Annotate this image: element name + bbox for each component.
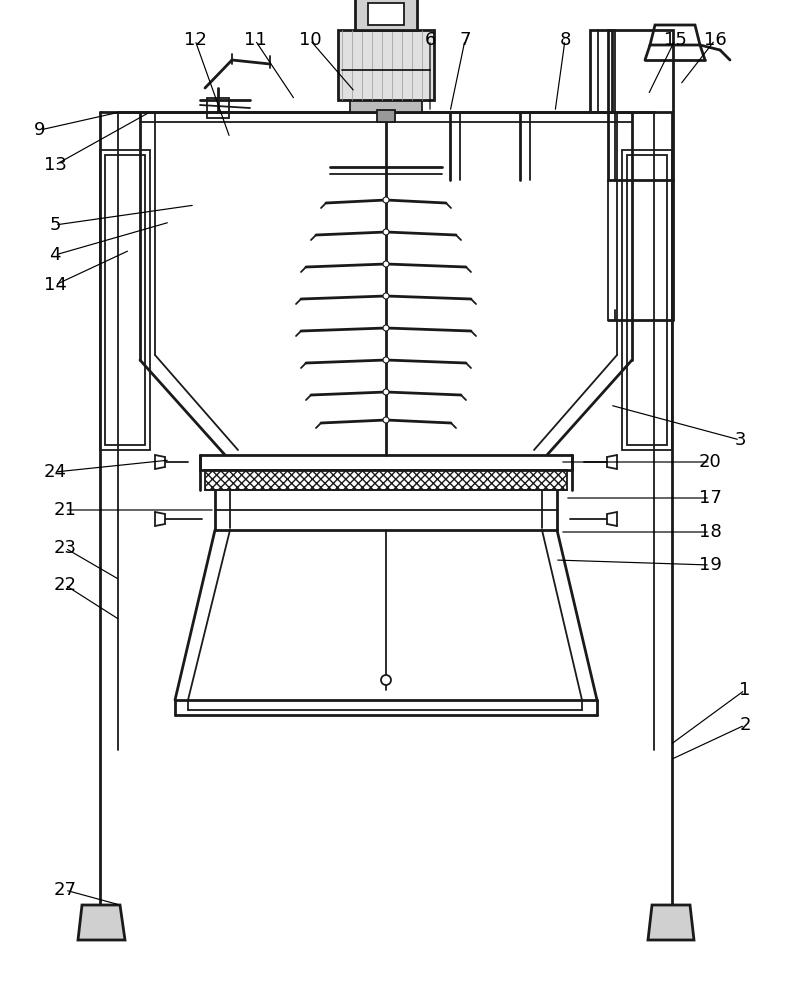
Text: 18: 18 bbox=[697, 523, 720, 541]
Circle shape bbox=[380, 675, 391, 685]
Text: 2: 2 bbox=[738, 716, 750, 734]
Text: 27: 27 bbox=[54, 881, 76, 899]
Text: 19: 19 bbox=[697, 556, 720, 574]
Text: 5: 5 bbox=[49, 216, 61, 234]
Text: 7: 7 bbox=[459, 31, 470, 49]
Text: 3: 3 bbox=[733, 431, 744, 449]
Text: 24: 24 bbox=[44, 463, 67, 481]
Polygon shape bbox=[647, 905, 693, 940]
Text: 4: 4 bbox=[49, 246, 61, 264]
Text: 12: 12 bbox=[183, 31, 206, 49]
Text: 13: 13 bbox=[44, 156, 67, 174]
Bar bbox=[590, 30, 611, 112]
Circle shape bbox=[383, 357, 388, 363]
Bar bbox=[350, 100, 422, 112]
Bar bbox=[621, 150, 672, 450]
Circle shape bbox=[383, 325, 388, 331]
Circle shape bbox=[383, 293, 388, 299]
Bar bbox=[367, 3, 404, 25]
Text: 20: 20 bbox=[697, 453, 720, 471]
Circle shape bbox=[383, 229, 388, 235]
Bar bbox=[207, 98, 229, 118]
Text: 22: 22 bbox=[54, 576, 76, 594]
Bar bbox=[626, 155, 666, 445]
Text: 16: 16 bbox=[703, 31, 726, 49]
Bar bbox=[105, 155, 145, 445]
Circle shape bbox=[383, 197, 388, 203]
Polygon shape bbox=[78, 905, 125, 940]
Bar bbox=[354, 0, 417, 30]
Text: 10: 10 bbox=[298, 31, 321, 49]
Bar bbox=[204, 470, 566, 490]
Text: 15: 15 bbox=[663, 31, 685, 49]
Bar bbox=[337, 30, 433, 100]
Text: 17: 17 bbox=[697, 489, 720, 507]
Circle shape bbox=[383, 417, 388, 423]
Text: 23: 23 bbox=[54, 539, 76, 557]
Text: 14: 14 bbox=[44, 276, 67, 294]
Text: 6: 6 bbox=[424, 31, 436, 49]
Bar bbox=[376, 110, 394, 122]
Text: 21: 21 bbox=[54, 501, 76, 519]
Bar bbox=[607, 30, 672, 180]
Circle shape bbox=[383, 389, 388, 395]
Text: 9: 9 bbox=[34, 121, 45, 139]
Bar bbox=[100, 150, 150, 450]
Text: 11: 11 bbox=[243, 31, 266, 49]
Text: 8: 8 bbox=[559, 31, 570, 49]
Circle shape bbox=[383, 261, 388, 267]
Text: 1: 1 bbox=[738, 681, 749, 699]
